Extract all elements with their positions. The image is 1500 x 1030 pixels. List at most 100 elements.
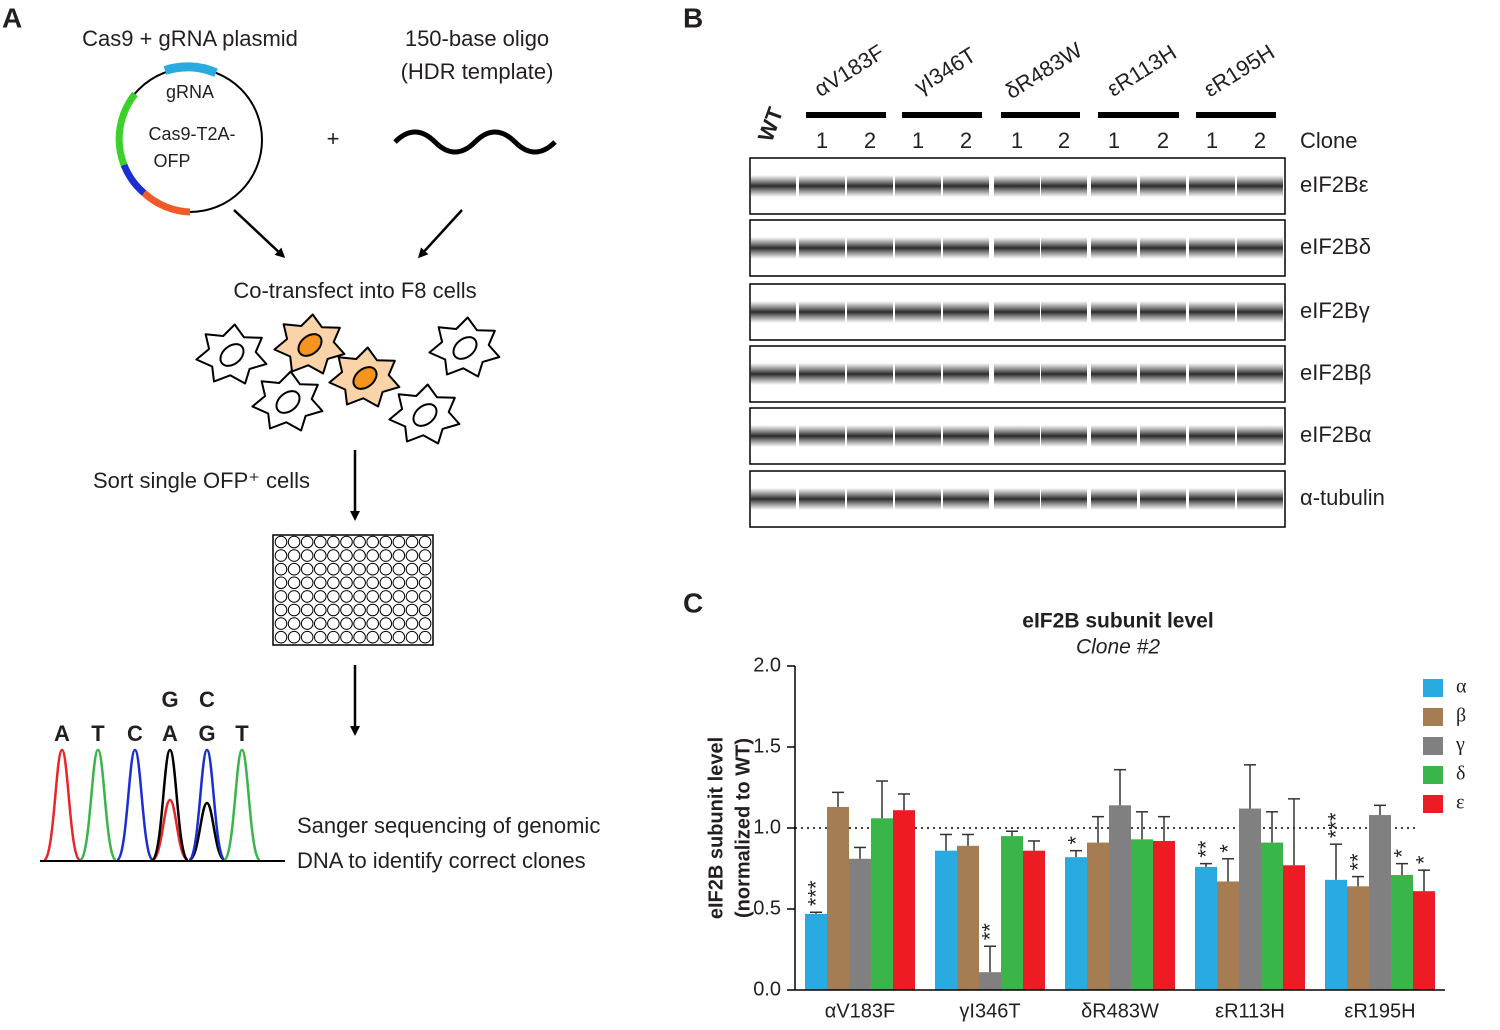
- error-bar: [1028, 840, 1040, 851]
- significance-label: **: [1346, 853, 1371, 871]
- well: [366, 617, 380, 630]
- band: [943, 363, 989, 385]
- bar: [1239, 808, 1261, 990]
- error-bar: [1114, 768, 1126, 806]
- band: [1140, 237, 1186, 259]
- wt-label: WT: [753, 104, 788, 145]
- band: [943, 237, 989, 259]
- peak: [222, 748, 262, 862]
- well: [274, 576, 288, 590]
- well: [379, 535, 393, 549]
- well: [340, 535, 353, 549]
- well: [314, 590, 327, 603]
- well: [340, 590, 353, 603]
- band: [1189, 488, 1235, 510]
- well: [418, 535, 432, 549]
- band: [1041, 363, 1087, 385]
- band: [943, 488, 989, 510]
- legend-swatch: [1423, 795, 1443, 813]
- legend-label: γ: [1455, 734, 1465, 756]
- band: [994, 301, 1040, 323]
- well: [353, 576, 366, 590]
- well: [353, 603, 366, 617]
- well: [314, 549, 327, 562]
- well: [418, 562, 432, 576]
- band: [847, 175, 893, 197]
- band: [1237, 175, 1283, 197]
- well: [405, 549, 419, 562]
- error-bar: [984, 945, 996, 973]
- band: [1189, 175, 1235, 197]
- band: [1237, 363, 1283, 385]
- nucleus: [275, 390, 301, 414]
- band: [1189, 363, 1235, 385]
- band: [1041, 175, 1087, 197]
- arrow: [417, 209, 463, 259]
- well: [405, 576, 419, 590]
- band: [1140, 301, 1186, 323]
- bar: [849, 858, 871, 990]
- plasmid-label: OFP: [153, 151, 190, 171]
- well: [300, 590, 314, 603]
- well: [392, 630, 406, 644]
- error-bar: [1092, 815, 1104, 843]
- peak: [188, 801, 226, 862]
- well: [418, 603, 432, 617]
- bar: [1369, 815, 1391, 990]
- well: [274, 549, 288, 562]
- blot-row-label: eIF2Bβ: [1300, 360, 1371, 385]
- panel-a: A Cas9 + gRNA plasmid gRNA Cas9-T2A- OFP…: [2, 2, 600, 872]
- error-bar: [1396, 862, 1408, 875]
- legend-swatch: [1423, 766, 1443, 784]
- bar: [979, 972, 1001, 990]
- band: [1041, 488, 1087, 510]
- well: [418, 576, 432, 590]
- bar: [1325, 879, 1347, 990]
- error-bar: [1200, 862, 1212, 867]
- plasmid-label: gRNA: [166, 82, 214, 102]
- error-bar: [1244, 764, 1256, 809]
- band: [750, 425, 796, 447]
- step-label: DNA to identify correct clones: [297, 848, 586, 873]
- well: [392, 549, 406, 562]
- band: [895, 175, 941, 197]
- well: [274, 630, 288, 644]
- bar: [1217, 881, 1239, 990]
- well: [314, 630, 327, 644]
- well: [327, 603, 340, 617]
- well: [392, 590, 406, 603]
- well: [300, 617, 314, 630]
- band: [750, 237, 796, 259]
- bar: [1261, 842, 1283, 990]
- y-tick-label: 0.0: [753, 978, 781, 1000]
- well: [366, 549, 380, 562]
- band: [895, 488, 941, 510]
- error-bar: [1158, 815, 1170, 841]
- grna-segment: [163, 62, 218, 77]
- well: [287, 576, 301, 590]
- well: [366, 535, 380, 549]
- peak: [187, 748, 227, 862]
- band: [895, 425, 941, 447]
- well: [353, 630, 366, 644]
- error-bar: [810, 911, 822, 914]
- well: [405, 630, 419, 644]
- chart-title: eIF2B subunit level: [1022, 610, 1213, 633]
- band: [1189, 237, 1235, 259]
- well: [379, 630, 393, 644]
- well: [392, 562, 406, 576]
- peak: [115, 748, 155, 862]
- plasmid-title: Cas9 + gRNA plasmid: [82, 26, 298, 51]
- nucleus: [297, 333, 323, 357]
- step-label: Sanger sequencing of genomic: [297, 813, 600, 838]
- well: [314, 535, 327, 549]
- band: [799, 488, 845, 510]
- bar: [827, 806, 849, 990]
- clone-header: Clone: [1300, 128, 1357, 153]
- significance-label: **: [1194, 840, 1219, 858]
- bar: [805, 913, 827, 990]
- well: [379, 576, 393, 590]
- legend-swatch: [1423, 679, 1443, 697]
- error-bar: [1352, 875, 1364, 887]
- legend-label: β: [1456, 705, 1466, 727]
